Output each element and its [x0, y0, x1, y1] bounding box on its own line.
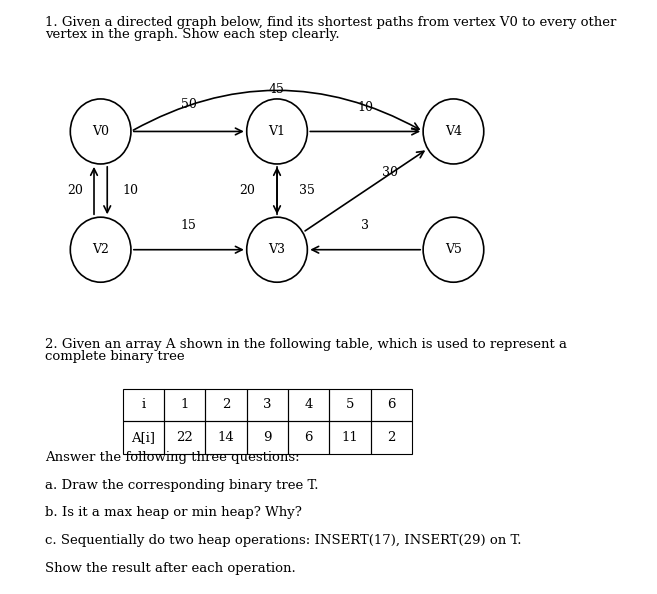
Text: vertex in the graph. Show each step clearly.: vertex in the graph. Show each step clea…	[45, 28, 340, 41]
Text: 20: 20	[239, 184, 255, 197]
Text: 4: 4	[305, 399, 313, 412]
Text: 1. Given a directed graph below, find its shortest paths from vertex V0 to every: 1. Given a directed graph below, find it…	[45, 16, 617, 29]
Bar	[329, 388, 371, 421]
Text: V3: V3	[269, 243, 286, 256]
Text: 6: 6	[304, 431, 313, 444]
Text: Show the result after each operation.: Show the result after each operation.	[45, 562, 296, 575]
Bar	[288, 388, 329, 421]
Text: V4: V4	[445, 125, 462, 138]
Text: 2. Given an array A shown in the following table, which is used to represent a: 2. Given an array A shown in the followi…	[45, 339, 568, 352]
Text: 6: 6	[387, 399, 396, 412]
Text: 5: 5	[346, 399, 354, 412]
Circle shape	[70, 217, 131, 282]
Text: Answer the following three questions:: Answer the following three questions:	[45, 451, 300, 464]
Text: 22: 22	[176, 431, 193, 444]
Text: 2: 2	[222, 399, 230, 412]
Text: A[i]: A[i]	[131, 431, 155, 444]
Bar	[247, 421, 288, 454]
Text: 14: 14	[217, 431, 235, 444]
Bar	[288, 421, 329, 454]
Bar	[123, 421, 164, 454]
Text: complete binary tree: complete binary tree	[45, 350, 185, 363]
Bar	[371, 421, 412, 454]
Bar	[164, 421, 206, 454]
Circle shape	[423, 217, 484, 282]
Bar	[206, 388, 247, 421]
Bar	[329, 421, 371, 454]
Text: 15: 15	[181, 219, 196, 232]
Text: 50: 50	[181, 98, 196, 110]
Bar	[164, 388, 206, 421]
Text: 20: 20	[68, 184, 83, 197]
Text: V0: V0	[92, 125, 109, 138]
Text: b. Is it a max heap or min heap? Why?: b. Is it a max heap or min heap? Why?	[45, 506, 302, 519]
Text: 3: 3	[361, 219, 369, 232]
Text: V2: V2	[92, 243, 109, 256]
Bar	[206, 421, 247, 454]
Bar	[247, 388, 288, 421]
Text: 45: 45	[269, 83, 285, 96]
Text: 2: 2	[387, 431, 396, 444]
Circle shape	[70, 99, 131, 164]
Text: 11: 11	[342, 431, 359, 444]
Text: 30: 30	[382, 166, 397, 179]
Circle shape	[247, 99, 307, 164]
Bar	[123, 388, 164, 421]
Text: 35: 35	[299, 184, 315, 197]
Bar	[371, 388, 412, 421]
Text: 1: 1	[181, 399, 189, 412]
Text: c. Sequentially do two heap operations: INSERT(17), INSERT(29) on T.: c. Sequentially do two heap operations: …	[45, 534, 522, 547]
Text: i: i	[141, 399, 145, 412]
Text: 10: 10	[357, 101, 373, 113]
Text: 3: 3	[263, 399, 271, 412]
Text: 9: 9	[263, 431, 271, 444]
Circle shape	[247, 217, 307, 282]
Text: V1: V1	[269, 125, 286, 138]
Text: V5: V5	[445, 243, 462, 256]
Text: 10: 10	[123, 184, 139, 197]
Text: a. Draw the corresponding binary tree T.: a. Draw the corresponding binary tree T.	[45, 479, 319, 491]
Circle shape	[423, 99, 484, 164]
